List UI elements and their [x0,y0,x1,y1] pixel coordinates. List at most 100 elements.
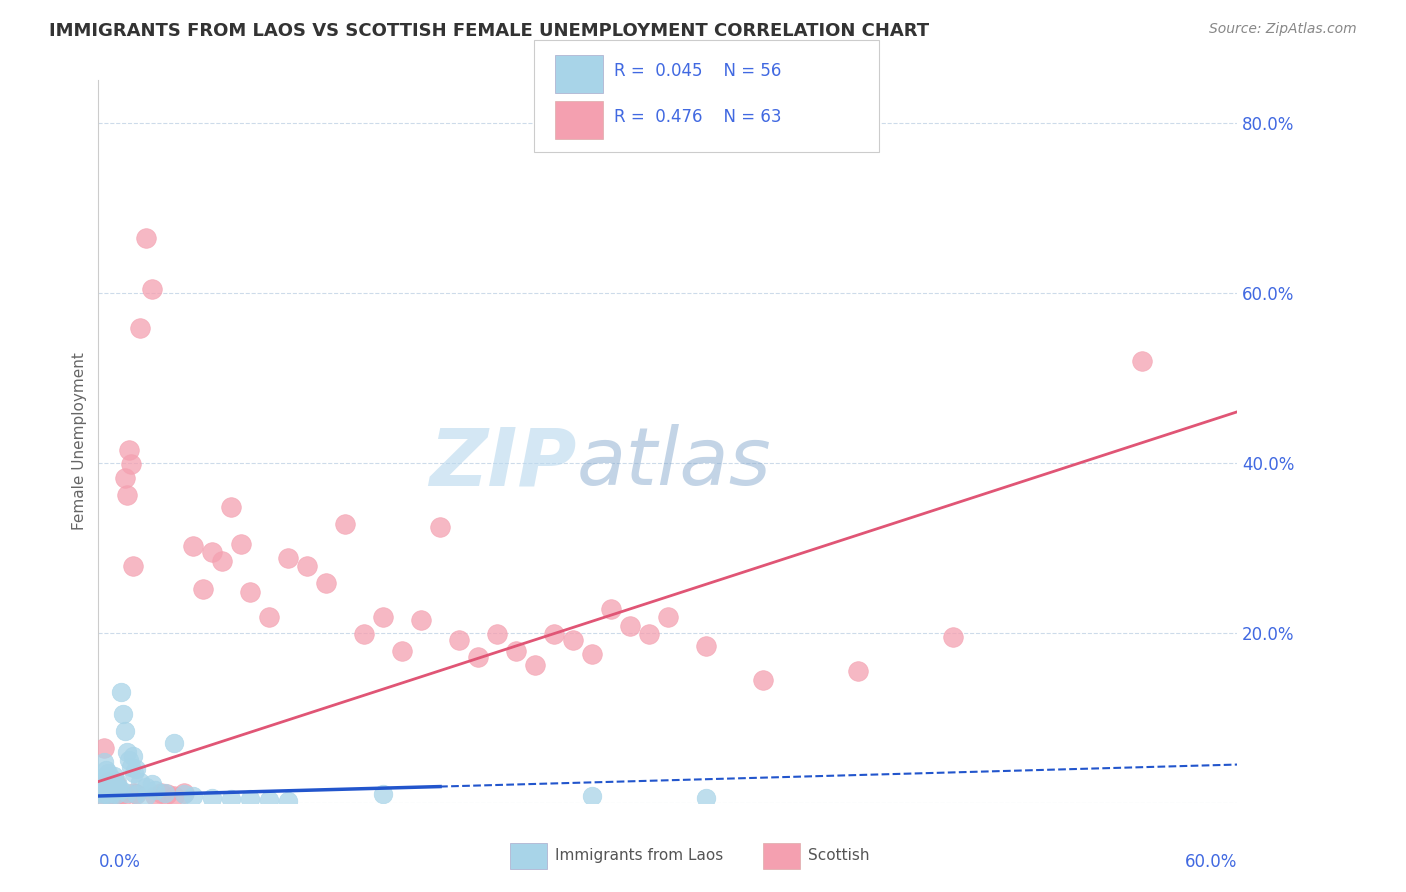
Point [277,551,299,566]
Point [118,753,141,767]
Point [391,644,413,658]
Point [163,736,186,750]
Point [91,786,114,800]
Point [93,755,115,769]
Point [201,545,224,559]
Point [93,779,115,793]
Point [118,443,141,458]
Point [657,610,679,624]
Text: Source: ZipAtlas.com: Source: ZipAtlas.com [1209,22,1357,37]
Point [259,793,281,807]
Point [163,789,186,803]
Point [103,769,125,783]
Point [600,602,623,616]
Point [125,762,148,776]
Point [752,673,775,687]
Point [156,787,179,801]
Point [98,787,121,801]
Point [581,789,603,803]
Point [100,786,122,800]
Point [221,500,243,514]
Point [124,786,146,800]
Point [97,774,120,789]
Point [449,632,471,647]
Text: ZIP: ZIP [429,425,576,502]
Point [191,582,214,596]
Point [467,649,489,664]
Point [239,792,262,806]
Point [100,779,122,793]
Point [100,772,122,786]
Point [120,760,142,774]
Point [94,779,117,793]
Point [183,539,205,553]
Point [125,787,148,801]
Point [221,791,243,805]
Text: 0.0%: 0.0% [98,854,141,871]
Point [429,519,451,533]
Text: Scottish: Scottish [808,848,870,863]
Point [104,780,127,795]
Point [486,627,509,641]
Point [104,787,127,801]
Point [93,740,115,755]
Point [94,787,117,801]
Y-axis label: Female Unemployment: Female Unemployment [72,352,87,531]
Point [91,783,114,797]
Point [89,789,111,803]
Point [97,766,120,780]
Point [115,786,138,800]
Point [110,783,132,797]
Point [145,789,167,803]
Point [638,627,661,641]
Point [129,774,152,789]
Point [104,777,127,791]
Point [107,779,129,793]
Point [524,658,547,673]
Point [107,783,129,797]
Point [125,787,148,801]
Point [135,780,157,795]
Point [183,789,205,803]
Point [121,559,143,574]
Point [277,794,299,808]
Point [98,777,121,791]
Point [93,783,115,797]
Point [371,787,394,801]
Point [97,780,120,795]
Point [93,770,115,784]
Point [371,610,394,624]
Point [129,321,152,335]
Point [942,630,965,644]
Point [114,471,136,485]
Text: atlas: atlas [576,425,772,502]
Point [145,783,167,797]
Point [505,644,527,658]
Point [103,789,125,803]
Point [846,664,869,678]
Point [94,786,117,800]
Text: R =  0.476    N = 63: R = 0.476 N = 63 [614,109,782,127]
Point [110,685,132,699]
Point [112,706,135,721]
Point [411,613,433,627]
Point [108,783,131,797]
Point [695,790,717,805]
Point [94,764,117,778]
Text: 60.0%: 60.0% [1185,854,1237,871]
Text: R =  0.045    N = 56: R = 0.045 N = 56 [614,62,782,80]
Point [297,559,319,574]
Point [239,585,262,599]
Point [211,553,233,567]
Point [619,619,641,633]
Text: IMMIGRANTS FROM LAOS VS SCOTTISH FEMALE UNEMPLOYMENT CORRELATION CHART: IMMIGRANTS FROM LAOS VS SCOTTISH FEMALE … [49,22,929,40]
Point [107,780,129,795]
Point [173,787,195,801]
Point [259,610,281,624]
Point [173,786,195,800]
Point [112,789,135,803]
Point [1132,353,1154,368]
Point [335,516,357,531]
Point [141,281,163,295]
Point [229,536,252,550]
